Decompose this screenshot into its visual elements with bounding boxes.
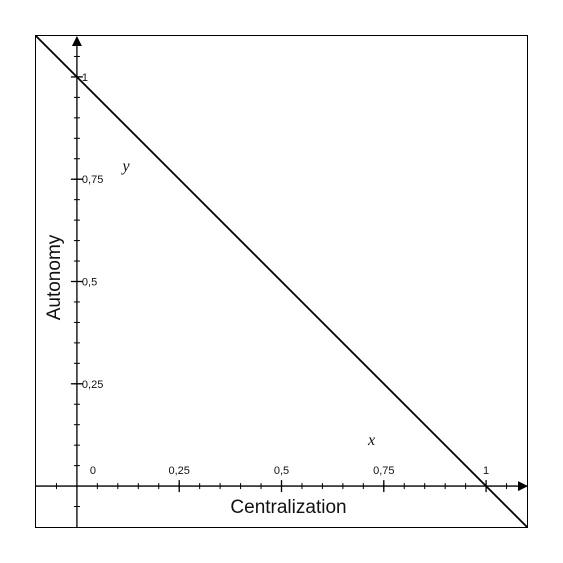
x-tick-label: 0,75 bbox=[373, 465, 394, 477]
series-line bbox=[35, 35, 528, 528]
y-tick-label: 0,75 bbox=[82, 174, 103, 186]
annotations: yx bbox=[120, 158, 375, 449]
series-layer bbox=[35, 35, 528, 528]
major-ticks: 0 0,25 0,5 0,75 1 0,25 0,5 0,75 1 bbox=[70, 72, 489, 493]
y-tick-label: 0,5 bbox=[82, 277, 97, 289]
annotation-label: y bbox=[120, 158, 130, 175]
x-tick-label: 0 bbox=[90, 465, 96, 477]
plot-frame bbox=[35, 35, 528, 528]
y-tick-label: 0,25 bbox=[82, 379, 103, 391]
x-tick-label: 0,25 bbox=[168, 465, 189, 477]
x-axis-label: Centralization bbox=[230, 497, 346, 518]
y-axis-label: Autonomy bbox=[44, 234, 65, 320]
y-tick-label: 1 bbox=[82, 72, 88, 84]
x-tick-label: 0,5 bbox=[274, 465, 289, 477]
x-tick-label: 1 bbox=[483, 465, 489, 477]
annotation-label: x bbox=[367, 432, 375, 449]
